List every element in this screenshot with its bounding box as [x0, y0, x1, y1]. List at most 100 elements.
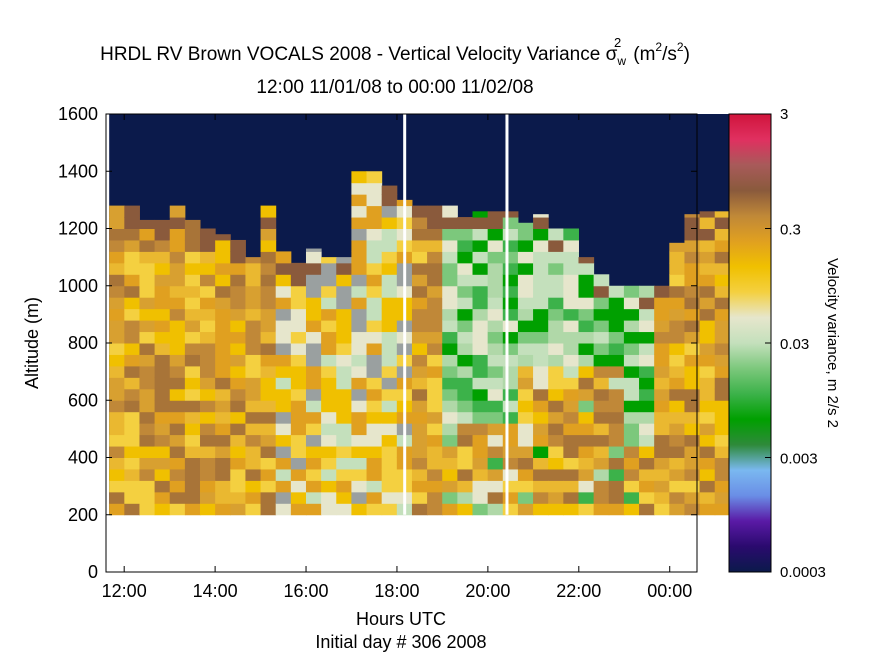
heatmap-cell [200, 365, 216, 378]
heatmap-cell [578, 423, 595, 436]
heatmap-cell [109, 343, 125, 355]
heatmap-cell [578, 297, 595, 310]
heatmap-cell [230, 251, 246, 264]
heatmap-cell [487, 331, 504, 344]
heatmap-cell [548, 285, 564, 298]
heatmap-cell [321, 285, 337, 298]
heatmap-cell [109, 354, 125, 367]
heatmap-cell [230, 400, 246, 413]
heatmap-cell [684, 400, 701, 413]
heatmap-cell [684, 411, 701, 424]
heatmap-cell [215, 491, 231, 504]
heatmap-cell [351, 411, 368, 424]
heatmap-cell [533, 354, 549, 367]
heatmap-cell [427, 365, 443, 378]
heatmap-cell [154, 365, 171, 378]
heatmap-cell [684, 297, 701, 310]
heatmap-cell [442, 297, 458, 310]
heatmap-cell [245, 365, 262, 378]
heatmap-cell [533, 274, 549, 287]
heatmap-cell [714, 503, 731, 516]
heatmap-cell [124, 262, 140, 275]
heatmap-cell [260, 365, 277, 378]
heatmap-cell [200, 239, 216, 252]
heatmap-cell [623, 354, 640, 367]
heatmap-cell [139, 331, 156, 344]
heatmap-cell [411, 480, 428, 493]
heatmap-cell [669, 262, 685, 275]
heatmap-cell [336, 491, 352, 504]
heatmap-cell [321, 446, 337, 458]
heatmap-cell [502, 343, 519, 355]
heatmap-cell [275, 331, 292, 344]
heatmap-cell [381, 194, 398, 207]
heatmap-cell [502, 320, 519, 333]
heatmap-cell [245, 297, 262, 310]
heatmap-cell [533, 503, 549, 516]
heatmap-cell [260, 274, 277, 287]
heatmap-cell [366, 228, 383, 241]
heatmap-cell [714, 457, 731, 470]
heatmap-cell [275, 446, 292, 458]
heatmap-cell [472, 262, 489, 275]
heatmap-cell [684, 354, 701, 367]
heatmap-cell [366, 274, 383, 287]
heatmap-cell [608, 308, 625, 321]
heatmap-cell [184, 400, 201, 413]
heatmap-cell [200, 320, 216, 333]
heatmap-cell [154, 262, 171, 275]
heatmap-cell [427, 217, 443, 229]
heatmap-cell [411, 228, 428, 241]
heatmap-cell [517, 274, 534, 287]
heatmap-cell [169, 354, 186, 367]
heatmap-cell [427, 388, 443, 401]
heatmap-cell [351, 262, 368, 275]
heatmap-cell [366, 171, 383, 184]
heatmap-cell [623, 320, 640, 333]
heatmap-cell [169, 274, 186, 287]
heatmap-cell [184, 274, 201, 287]
heatmap-cell [639, 446, 655, 458]
heatmap-cell [684, 446, 701, 458]
heatmap-cell [623, 423, 640, 436]
heatmap-cell [684, 320, 701, 333]
heatmap-cell [563, 400, 579, 413]
heatmap-cell [321, 423, 337, 436]
heatmap-cell [215, 285, 231, 298]
heatmap-cell [608, 365, 625, 378]
heatmap-cell [533, 491, 549, 504]
heatmap-cell [245, 446, 262, 458]
heatmap-cell [623, 411, 640, 424]
heatmap-cell [669, 242, 685, 252]
heatmap-cell [699, 211, 716, 218]
heatmap-cell [109, 423, 125, 436]
heatmap-cell [714, 262, 731, 275]
heatmap-cell [275, 388, 292, 401]
heatmap-cell [169, 446, 186, 458]
heatmap-cell [442, 331, 458, 344]
heatmap-cell [578, 354, 595, 367]
heatmap-cell [290, 343, 307, 355]
heatmap-cell [639, 411, 655, 424]
heatmap-cell [517, 388, 534, 401]
heatmap-cell [381, 400, 398, 413]
y-tick-label: 1600 [58, 104, 98, 124]
heatmap-cell [578, 274, 595, 287]
heatmap-cell [669, 480, 685, 493]
heatmap-cell [366, 365, 383, 378]
heatmap-cell [366, 308, 383, 321]
heatmap-cell [305, 365, 322, 378]
heatmap-cell [169, 262, 186, 275]
heatmap-cell [381, 205, 398, 218]
heatmap-cell [109, 251, 125, 264]
heatmap-cell [321, 503, 337, 516]
heatmap-cell [457, 400, 474, 413]
heatmap-cell [654, 468, 670, 481]
heatmap-cell [517, 262, 534, 275]
heatmap-cell [608, 343, 625, 355]
heatmap-cell [184, 468, 201, 481]
heatmap-cell [260, 320, 277, 333]
heatmap-cell [366, 491, 383, 504]
heatmap-cell [411, 297, 428, 310]
